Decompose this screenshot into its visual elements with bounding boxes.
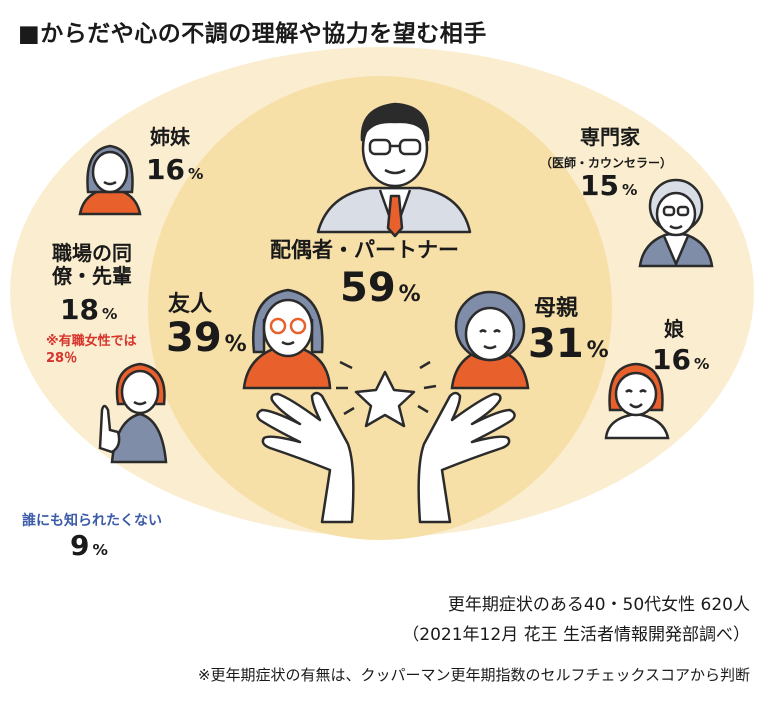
source-line-2: （2021年12月 花王 生活者情報開発部調べ）: [402, 625, 750, 645]
value-friend: 39%: [166, 315, 247, 361]
label-specialist: 専門家: [580, 125, 640, 149]
sister-icon: [78, 144, 142, 216]
label-nobody: 誰にも知られたくない: [22, 513, 162, 529]
value-sister: 16%: [146, 153, 204, 186]
value-coworker: 18%: [60, 293, 118, 326]
star-icon: [336, 360, 437, 428]
value-daughter: 16%: [652, 343, 710, 376]
note-working-women: ※有職女性では28％: [46, 334, 137, 366]
daughter-icon: [604, 362, 670, 440]
label-spouse: 配偶者・パートナー: [270, 238, 459, 262]
footnote: ※更年期症状の有無は、クッパーマン更年期指数のセルフチェックスコアから判断: [197, 666, 750, 684]
sublabel-specialist: （医師・カウンセラー）: [540, 156, 673, 170]
label-mother: 母親: [534, 296, 579, 321]
label-sister: 姉妹: [150, 125, 190, 149]
older-woman-icon: [450, 290, 530, 390]
coworker-pointing-icon: [98, 362, 168, 464]
label-coworker: 職場の同僚・先輩: [52, 241, 132, 288]
label-friend: 友人: [168, 292, 213, 317]
value-spouse: 59%: [340, 265, 421, 311]
value-mother: 31%: [528, 321, 609, 367]
value-nobody: 9%: [70, 529, 108, 562]
label-daughter: 娘: [664, 317, 684, 341]
chart-title: ■からだや心の不調の理解や協力を望む相手: [18, 21, 487, 47]
open-hands-icon: [256, 391, 516, 524]
man-in-suit-icon: [316, 102, 472, 238]
woman-glasses-icon: [242, 288, 332, 390]
value-specialist: 15%: [580, 169, 638, 202]
doctor-icon: [638, 178, 714, 268]
source-line-1: 更年期症状のある40・50代女性 620人: [447, 595, 750, 615]
